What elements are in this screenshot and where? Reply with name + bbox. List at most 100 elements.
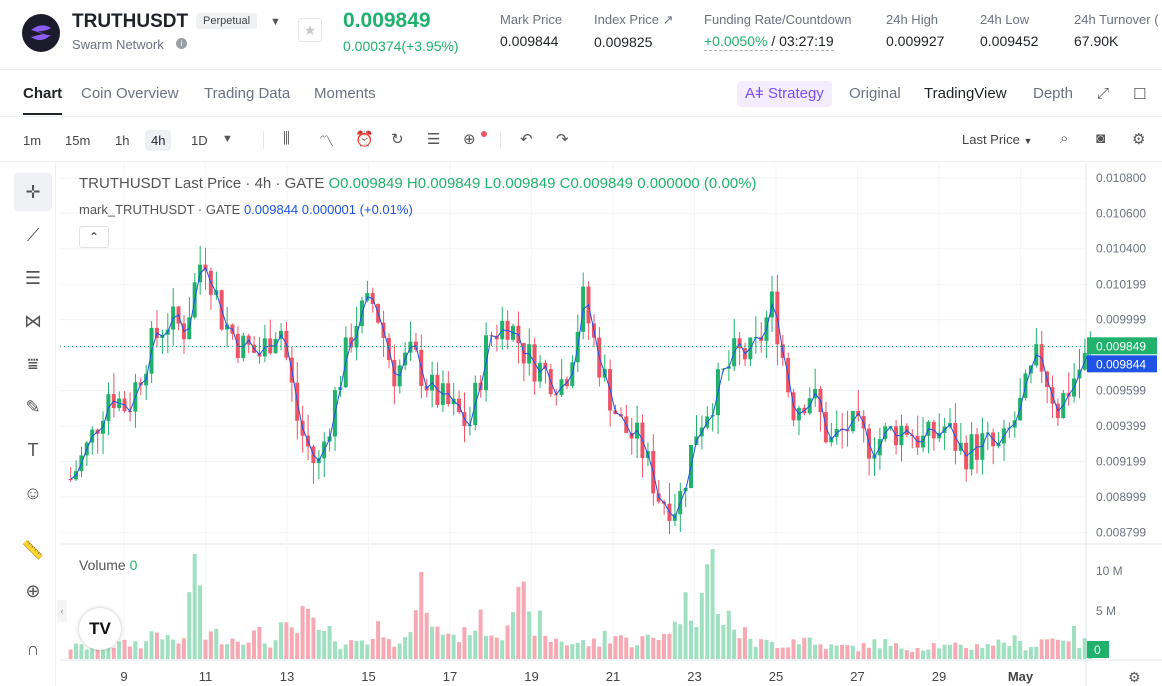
volume-bar xyxy=(840,645,845,659)
window-icon[interactable]: ☐ xyxy=(1133,86,1147,103)
price-change: 0.000374(+3.95%) xyxy=(343,38,459,54)
mark-legend: mark_TRUTHUSDT · GATE 0.009844 0.000001 … xyxy=(79,202,413,217)
divider xyxy=(500,131,501,149)
undo-icon[interactable]: ↶ xyxy=(520,131,533,148)
collapse-legend-button[interactable]: ⌃ xyxy=(79,226,109,248)
price-source-select[interactable]: Last Price ▼ xyxy=(962,132,1032,147)
add-icon[interactable]: ⊕ xyxy=(463,131,476,148)
volume-bar xyxy=(521,581,526,659)
tf-1h[interactable]: 1h xyxy=(115,133,130,148)
volume-bar xyxy=(1034,646,1039,659)
stat-label: Index Price ↗ xyxy=(594,12,674,27)
volume-bar xyxy=(419,571,424,659)
pattern-icon[interactable]: ⋈ xyxy=(24,310,42,331)
tab-chart[interactable]: Chart xyxy=(23,85,63,115)
info-icon[interactable]: i xyxy=(176,38,187,49)
volume-bar xyxy=(1082,638,1087,659)
stat-label: 24h Turnover ( xyxy=(1074,12,1159,27)
volume-bar xyxy=(489,635,494,659)
stat-value: 0.009844 xyxy=(500,33,559,49)
replay-icon[interactable]: ↻ xyxy=(391,131,404,148)
volume-bar xyxy=(645,634,650,659)
expand-icon[interactable]: ⤢ xyxy=(1097,85,1110,102)
volume-bar xyxy=(505,625,510,659)
volume-bar xyxy=(581,640,586,659)
stat-funding[interactable]: Funding Rate/Countdown +0.0050% / 03:27:… xyxy=(704,12,851,51)
legend-h-label: H xyxy=(406,175,418,192)
tf-15m[interactable]: 15m xyxy=(65,133,91,148)
volume-bar xyxy=(737,638,742,659)
camera-icon[interactable]: ◙ xyxy=(1096,130,1106,147)
fib-icon[interactable]: ☰ xyxy=(24,267,42,288)
volume-bar xyxy=(985,644,990,659)
volume-bar xyxy=(430,626,435,659)
symbol-dropdown-icon[interactable]: ▼ xyxy=(270,16,281,28)
volume-bar xyxy=(278,622,283,659)
sidebar-collapse-handle[interactable]: ‹ xyxy=(57,600,67,622)
tradingview-logo[interactable]: TV xyxy=(79,608,121,650)
stat-value: 0.009825 xyxy=(594,34,653,50)
trendline-icon[interactable]: ⟋ xyxy=(26,224,40,245)
emoji-icon[interactable]: ☺ xyxy=(23,482,43,503)
stat-mark-price: Mark Price 0.009844 xyxy=(500,12,562,49)
mark-legend-title: mark_TRUTHUSDT · GATE xyxy=(79,202,241,217)
tf-4h[interactable]: 4h xyxy=(145,130,172,151)
volume-bar xyxy=(181,638,186,659)
tf-dropdown-icon[interactable]: ▼ xyxy=(222,133,233,145)
magnet-icon[interactable]: ∩ xyxy=(26,638,40,659)
volume-bar xyxy=(214,628,219,659)
volume-bar xyxy=(300,606,305,659)
x-tick-label: 27 xyxy=(850,669,864,684)
tf-1d[interactable]: 1D xyxy=(191,133,208,148)
crosshair-icon[interactable]: ✛ xyxy=(14,173,52,211)
candles-icon[interactable]: ⫼ xyxy=(283,130,290,147)
last-price-tag-label: 0.009849 xyxy=(1096,339,1146,353)
volume-bar xyxy=(198,585,203,659)
tab-trading-data[interactable]: Trading Data xyxy=(204,85,291,102)
projection-icon[interactable]: ⩸ xyxy=(27,353,39,374)
text-icon[interactable]: T xyxy=(27,439,39,460)
volume-bar xyxy=(149,631,154,659)
x-tick-label: 21 xyxy=(606,669,620,684)
volume-bar xyxy=(618,635,623,659)
volume-bar xyxy=(672,621,677,659)
symbol-name[interactable]: TRUTHUSDT xyxy=(72,11,189,32)
volume-bar xyxy=(818,644,823,659)
volume-bar xyxy=(893,643,898,659)
tab-moments[interactable]: Moments xyxy=(314,85,376,102)
alert-icon[interactable]: ⏰ xyxy=(355,131,374,148)
stat-24h-high: 24h High 0.009927 xyxy=(886,12,944,49)
volume-bar xyxy=(662,633,667,659)
tab-coin-overview[interactable]: Coin Overview xyxy=(81,85,179,102)
strategy-button[interactable]: Aǂ Strategy xyxy=(737,81,832,107)
zoom-icon[interactable]: ⊕ xyxy=(25,580,41,601)
volume-bar xyxy=(608,643,613,659)
ruler-icon[interactable]: 📏 xyxy=(21,539,45,560)
volume-bar xyxy=(910,651,915,659)
volume-bar xyxy=(1007,646,1012,659)
stat-index-price[interactable]: Index Price ↗ 0.009825 xyxy=(594,12,674,50)
stat-24h-low: 24h Low 0.009452 xyxy=(980,12,1038,49)
view-original[interactable]: Original xyxy=(849,85,901,102)
brush-icon[interactable]: ✎ xyxy=(25,396,41,417)
indicators-icon[interactable]: 〽 xyxy=(319,133,335,150)
volume-bar xyxy=(117,641,122,659)
favorite-star-button[interactable]: ★ xyxy=(298,18,322,42)
settings-icon[interactable]: ⚙ xyxy=(1132,131,1146,148)
volume-bar xyxy=(311,617,316,659)
view-tradingview[interactable]: TradingView xyxy=(924,85,1007,102)
search-icon[interactable]: ⌕ xyxy=(1060,130,1069,147)
redo-icon[interactable]: ↷ xyxy=(556,131,569,148)
volume-bar xyxy=(678,624,683,659)
view-depth[interactable]: Depth xyxy=(1033,85,1074,102)
volume-label: Volume xyxy=(79,557,126,573)
legend-change: 0.000000 (0.00%) xyxy=(637,175,757,192)
legend-title: TRUTHUSDT Last Price · 4h · GATE xyxy=(79,175,325,192)
x-tick-label: 13 xyxy=(280,669,294,684)
tf-1m[interactable]: 1m xyxy=(23,133,42,148)
layout-icon[interactable]: ☰ xyxy=(427,131,441,148)
legend-l-label: L xyxy=(484,175,493,192)
candlestick-chart[interactable]: 0.010800 0.010600 0.010400 0.010199 0.009999… xyxy=(60,163,1162,686)
volume-bar xyxy=(446,633,451,659)
volume-bar xyxy=(699,592,704,659)
